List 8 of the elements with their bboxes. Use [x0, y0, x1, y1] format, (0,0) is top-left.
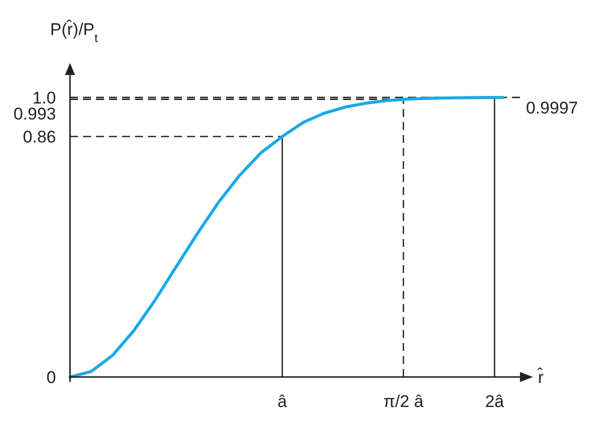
y-axis-title: P(r̂)/P$_{t}$ — [50, 18, 99, 45]
x-tick-label: π/2 â — [383, 392, 424, 411]
x-tick-label: â — [278, 392, 288, 411]
x-tick-label: 2â — [485, 392, 505, 411]
y-tick-label: 0 — [46, 368, 56, 387]
y-tick-label: 0.86 — [22, 128, 56, 147]
x-axis-title: r̂ — [536, 366, 544, 387]
ref-line-label: 0.9997 — [526, 98, 578, 118]
